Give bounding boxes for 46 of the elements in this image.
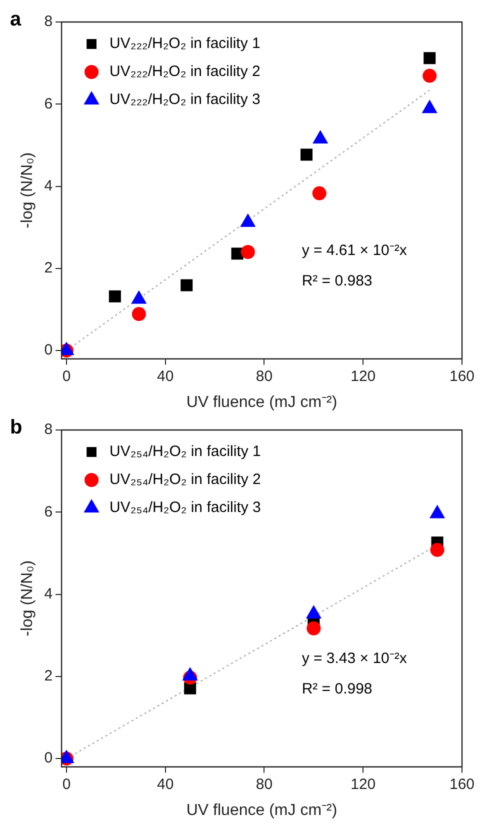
text: b (10, 416, 22, 439)
point (240, 245, 255, 260)
point (300, 148, 313, 161)
y-axis-title: -log (N/N₀) (19, 560, 36, 636)
legend-label: UV₂₅₄/H₂O₂ in facility 1 (110, 443, 261, 460)
x-tick-label: 80 (256, 776, 273, 793)
y-axis-title: -log (N/N₀) (19, 152, 36, 228)
point (312, 186, 326, 200)
y-tick-label: 6 (44, 95, 53, 112)
x-tick-label: 0 (62, 776, 71, 793)
x-tick-label: 160 (449, 776, 475, 793)
legend-label: UV₂₅₄/H₂O₂ in facility 3 (110, 499, 261, 516)
x-tick-label: 120 (350, 368, 376, 385)
x-tick-label: 40 (157, 776, 174, 793)
annotation: y = 3.43 × 10⁻²x (302, 650, 408, 668)
x-tick-label: 120 (350, 776, 376, 793)
y-tick-label: 8 (44, 421, 53, 438)
point (306, 621, 321, 636)
x-tick-label: 80 (256, 368, 273, 385)
x-axis-title: UV fluence (mJ cm⁻²) (186, 394, 338, 411)
x-axis-title: UV fluence (mJ cm⁻²) (186, 802, 338, 819)
y-tick-label: 0 (44, 750, 53, 767)
y-tick-label: 2 (44, 260, 53, 277)
legend-label: UV₂₂₂/H₂O₂ in facility 1 (110, 35, 260, 52)
x-tick-label: 160 (449, 368, 475, 385)
y-tick-label: 6 (44, 503, 53, 520)
point (132, 307, 146, 322)
point (180, 279, 193, 292)
point (422, 68, 437, 83)
y-tick-label: 4 (44, 585, 53, 602)
legend-label: UV₂₅₄/H₂O₂ in facility 2 (110, 471, 261, 488)
y-tick-label: 8 (44, 13, 53, 30)
point (108, 290, 121, 302)
legend-label: UV₂₂₂/H₂O₂ in facility 3 (110, 91, 260, 108)
legend-label: UV₂₂₂/H₂O₂ in facility 2 (110, 63, 260, 80)
point (430, 542, 444, 557)
y-tick-label: 2 (44, 668, 53, 685)
text: a (10, 8, 22, 31)
x-tick-label: 40 (157, 368, 174, 385)
annotation: R² = 0.983 (302, 272, 372, 290)
point (424, 52, 436, 64)
y-tick-label: 0 (44, 342, 53, 359)
x-tick-label: 0 (62, 368, 71, 385)
annotation: R² = 0.998 (302, 680, 372, 698)
annotation: y = 4.61 × 10⁻²x (302, 242, 408, 260)
y-tick-label: 4 (44, 177, 53, 194)
